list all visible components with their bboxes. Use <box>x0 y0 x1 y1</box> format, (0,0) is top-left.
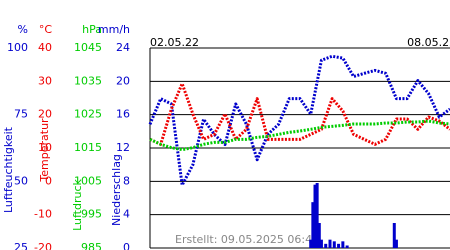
y-tick-label: 75 <box>14 108 28 121</box>
series-line <box>149 82 450 146</box>
y-tick-label: 10 <box>38 141 52 154</box>
x-tick-label: 08.05.22 <box>407 36 450 49</box>
precip-bar <box>392 223 396 248</box>
precip-bar <box>345 245 349 248</box>
y-tick-label: 12 <box>116 141 130 154</box>
y-tick-label: -10 <box>34 208 52 221</box>
axis-label: Niederschlag <box>110 154 123 226</box>
precip-bar <box>311 202 315 248</box>
y-tick-label: 20 <box>116 74 130 87</box>
y-tick-label: 1025 <box>74 108 102 121</box>
axis-unit: % <box>18 23 28 36</box>
axis-unit: hPa <box>82 23 102 36</box>
y-tick-label: 100 <box>7 41 28 54</box>
y-tick-label: 1005 <box>74 174 102 187</box>
precip-bar <box>328 239 332 248</box>
series-line <box>149 119 450 152</box>
y-tick-label: 8 <box>123 174 130 187</box>
y-tick-label: 4 <box>123 208 130 221</box>
y-tick-label: 20 <box>38 108 52 121</box>
precip-bar <box>317 223 321 248</box>
y-tick-label: -20 <box>34 241 52 250</box>
y-tick-label: 24 <box>116 41 130 54</box>
precip-bar <box>309 239 313 248</box>
precip-bar <box>341 241 345 248</box>
precip-bar <box>394 239 398 248</box>
y-tick-label: 1015 <box>74 141 102 154</box>
y-tick-label: 30 <box>38 74 52 87</box>
y-tick-label: 0 <box>45 174 52 187</box>
y-tick-label: 50 <box>14 174 28 187</box>
x-tick-label: 02.05.22 <box>150 36 199 49</box>
y-tick-label: 995 <box>81 208 102 221</box>
y-tick-label: 1035 <box>74 74 102 87</box>
precip-bar <box>313 184 317 248</box>
precip-bar <box>319 239 323 248</box>
axis-label: Luftfeuchtigkeit <box>2 126 15 213</box>
precip-bar <box>332 241 336 248</box>
axis-label: Temperatur <box>38 118 51 183</box>
precip-bar <box>315 183 319 248</box>
axis-unit: mm/h <box>98 23 130 36</box>
y-tick-label: 16 <box>116 108 130 121</box>
axis-unit: °C <box>39 23 53 36</box>
series-line <box>148 54 450 187</box>
axis-label: Luftdruck <box>71 178 84 230</box>
created-note: Erstellt: 09.05.2025 06:42 <box>175 233 319 246</box>
y-tick-label: 1045 <box>74 41 102 54</box>
precip-bar <box>337 243 341 248</box>
y-tick-label: 40 <box>38 41 52 54</box>
precip-bar <box>324 243 328 248</box>
y-tick-label: 0 <box>123 241 130 250</box>
y-tick-label: 25 <box>14 241 28 250</box>
y-tick-label: 985 <box>81 241 102 250</box>
